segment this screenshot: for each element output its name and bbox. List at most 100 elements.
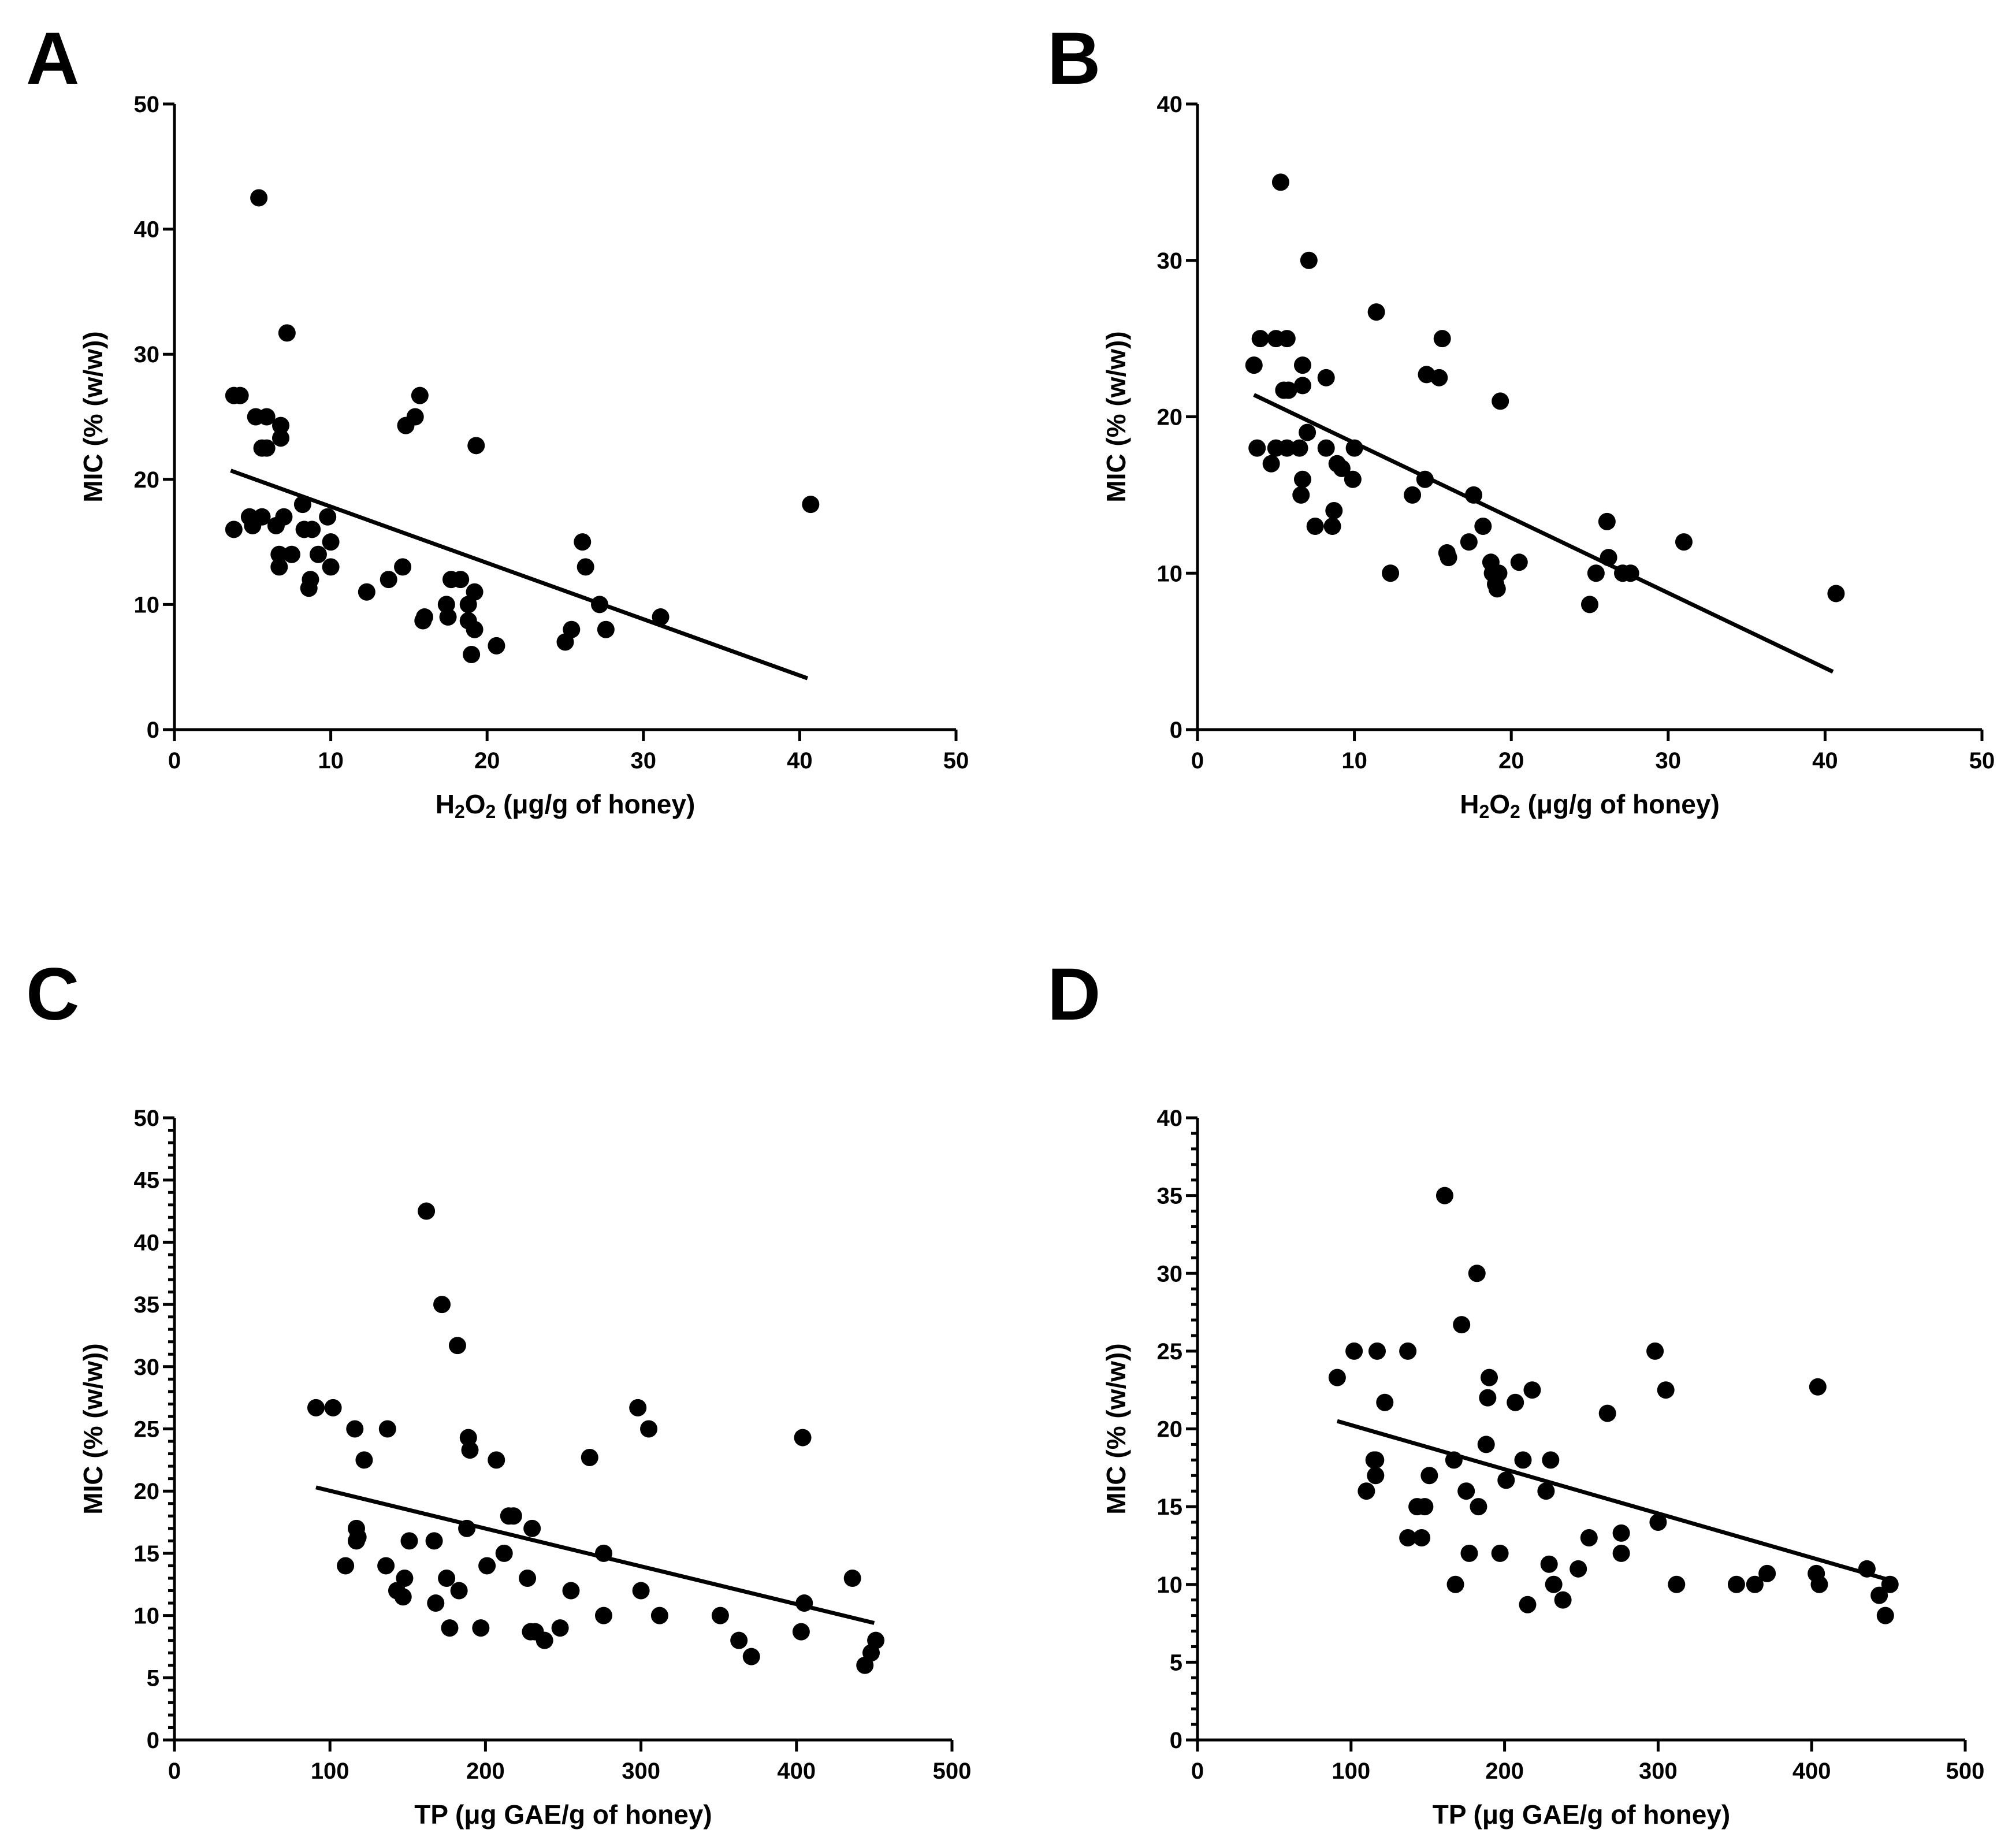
data-point bbox=[1453, 1316, 1471, 1334]
data-point bbox=[1587, 564, 1605, 582]
data-point bbox=[1278, 439, 1296, 457]
data-point bbox=[1470, 1498, 1487, 1516]
data-point bbox=[463, 646, 481, 664]
data-point bbox=[1344, 470, 1362, 488]
data-point bbox=[843, 1569, 861, 1587]
data-point bbox=[406, 408, 424, 426]
data-point bbox=[441, 1619, 459, 1637]
data-point bbox=[1649, 1514, 1667, 1531]
data-point bbox=[322, 533, 340, 551]
data-point bbox=[1542, 1451, 1560, 1469]
data-point bbox=[253, 508, 271, 526]
data-point bbox=[591, 596, 609, 613]
data-point bbox=[1299, 423, 1316, 441]
y-tick-label: 10 bbox=[1157, 1572, 1183, 1598]
data-point bbox=[411, 386, 429, 404]
data-point bbox=[523, 1519, 541, 1537]
y-tick-label: 50 bbox=[134, 92, 160, 117]
data-point bbox=[349, 1528, 367, 1546]
x-tick-label: 0 bbox=[1191, 1758, 1204, 1784]
data-point bbox=[1809, 1378, 1827, 1396]
x-tick-label: 0 bbox=[1191, 748, 1204, 774]
y-tick-label: 10 bbox=[1157, 561, 1183, 586]
data-point bbox=[1433, 330, 1451, 348]
x-axis-title-part: O bbox=[465, 789, 486, 819]
x-axis-title-part: 2 bbox=[1479, 801, 1489, 822]
data-point bbox=[581, 1449, 598, 1467]
data-point bbox=[1382, 564, 1400, 582]
x-tick-label: 200 bbox=[1485, 1758, 1524, 1784]
data-point bbox=[577, 558, 594, 576]
data-point bbox=[380, 571, 397, 589]
x-tick-label: 50 bbox=[943, 748, 969, 774]
x-axis-title-part: H bbox=[1460, 789, 1479, 819]
data-point bbox=[1416, 470, 1434, 488]
y-axis-title: MIC (% (w/w)) bbox=[1101, 331, 1131, 502]
data-point bbox=[1523, 1381, 1541, 1399]
data-point bbox=[1245, 356, 1263, 374]
data-point bbox=[1367, 1451, 1385, 1469]
y-tick-label: 35 bbox=[1157, 1184, 1183, 1209]
panel-label: D bbox=[1047, 953, 1100, 1036]
data-point bbox=[1600, 549, 1617, 567]
x-tick-label: 400 bbox=[1792, 1758, 1831, 1784]
data-point bbox=[394, 1588, 412, 1606]
x-tick-label: 500 bbox=[1946, 1758, 1985, 1784]
y-tick-label: 10 bbox=[134, 592, 160, 618]
data-point bbox=[1477, 1436, 1495, 1453]
data-point bbox=[1416, 1498, 1434, 1516]
data-point bbox=[597, 620, 615, 638]
y-tick-label: 0 bbox=[147, 717, 159, 743]
data-point bbox=[322, 558, 340, 576]
data-point bbox=[1248, 439, 1266, 457]
y-tick-label: 5 bbox=[147, 1665, 159, 1691]
data-point bbox=[1293, 356, 1311, 374]
data-point bbox=[1368, 1342, 1386, 1360]
data-point bbox=[1300, 251, 1318, 269]
data-point bbox=[650, 1607, 668, 1624]
data-point bbox=[337, 1557, 355, 1575]
data-point bbox=[355, 1451, 373, 1469]
y-tick-label: 20 bbox=[134, 467, 160, 493]
data-point bbox=[629, 1399, 647, 1416]
data-point bbox=[1317, 369, 1335, 386]
x-axis-title-part: 2 bbox=[455, 801, 465, 822]
panel-label: C bbox=[26, 953, 79, 1036]
data-point bbox=[1460, 1544, 1478, 1562]
x-tick-label: 100 bbox=[1332, 1758, 1370, 1784]
data-point bbox=[1262, 455, 1280, 473]
x-tick-label: 200 bbox=[466, 1758, 505, 1784]
data-point bbox=[1810, 1575, 1828, 1593]
data-point bbox=[1367, 1467, 1385, 1485]
data-point bbox=[472, 1619, 490, 1637]
data-point bbox=[272, 417, 290, 434]
data-point bbox=[867, 1631, 885, 1649]
data-point bbox=[425, 1532, 443, 1550]
data-point bbox=[400, 1532, 418, 1550]
data-point bbox=[1581, 596, 1598, 613]
y-tick-label: 30 bbox=[1157, 1261, 1183, 1286]
data-point bbox=[1345, 439, 1363, 457]
y-tick-label: 30 bbox=[134, 342, 160, 367]
data-point bbox=[1445, 1451, 1463, 1469]
x-axis-title: H2O2 (μg/g of honey) bbox=[1460, 789, 1720, 822]
data-point bbox=[396, 1569, 414, 1587]
y-axis-title: MIC (% (w/w)) bbox=[78, 1343, 108, 1514]
data-point bbox=[594, 1607, 612, 1624]
data-point bbox=[258, 439, 276, 457]
data-point bbox=[307, 1399, 325, 1416]
data-point bbox=[1404, 486, 1422, 504]
x-tick-label: 400 bbox=[777, 1758, 816, 1784]
data-point bbox=[1468, 1265, 1486, 1282]
data-point bbox=[466, 583, 484, 601]
data-point bbox=[1598, 1404, 1616, 1422]
data-point bbox=[394, 558, 412, 576]
x-tick-label: 20 bbox=[474, 748, 500, 774]
data-point bbox=[1271, 173, 1289, 191]
data-point bbox=[1306, 518, 1324, 536]
y-tick-label: 40 bbox=[1157, 1106, 1183, 1131]
data-point bbox=[519, 1569, 537, 1587]
data-point bbox=[1333, 459, 1351, 477]
y-tick-label: 0 bbox=[147, 1728, 159, 1753]
data-point bbox=[1465, 486, 1483, 504]
